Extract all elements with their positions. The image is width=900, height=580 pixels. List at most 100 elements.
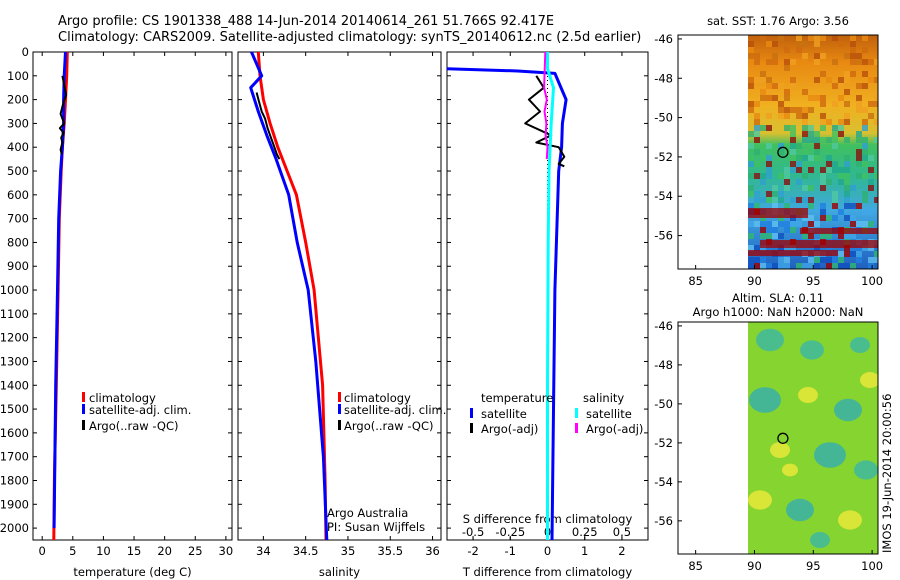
series-line-s-satellite bbox=[546, 52, 555, 540]
map-y-tick-label: -56 bbox=[654, 229, 673, 243]
plot-frame bbox=[32, 51, 233, 541]
y-tick-label: 1100 bbox=[0, 307, 29, 321]
legend-swatch bbox=[470, 408, 473, 418]
map-x-tick-label: 100 bbox=[861, 274, 883, 288]
map-y-tick-label: -54 bbox=[654, 189, 673, 203]
series-line-s-argo bbox=[543, 51, 549, 160]
x-tick-label: 35 bbox=[341, 544, 356, 558]
sla-field bbox=[748, 322, 878, 554]
sst-map-title: sat. SST: 1.76 Argo: 3.56 bbox=[707, 14, 849, 28]
x-axis-label: T difference from climatology bbox=[462, 565, 633, 579]
legend-swatch bbox=[82, 420, 85, 430]
x-tick-label: -2 bbox=[467, 544, 478, 558]
map-x-tick-label: 95 bbox=[806, 274, 821, 288]
top-x-tick-label: 0.25 bbox=[572, 525, 598, 539]
legend-label: climatology bbox=[89, 391, 156, 405]
x-axis-label: temperature (deg C) bbox=[73, 565, 191, 579]
legend-label: satellite bbox=[481, 407, 527, 421]
legend-swatch bbox=[338, 420, 341, 430]
y-tick-label: 1300 bbox=[0, 354, 29, 368]
map-y-tick-label: -56 bbox=[654, 514, 673, 528]
legend-label: satellite-adj. clim. bbox=[344, 403, 446, 417]
map-x-tick-label: 85 bbox=[688, 559, 703, 573]
map-y-tick-label: -48 bbox=[654, 71, 673, 85]
legend-label: satellite bbox=[586, 407, 632, 421]
annotation-line: PI: Susan Wijffels bbox=[327, 520, 425, 534]
sla-map-title-2: Argo h1000: NaN h2000: NaN bbox=[693, 305, 864, 319]
map-x-tick-label: 90 bbox=[747, 559, 762, 573]
x-tick-label: 34.5 bbox=[293, 544, 319, 558]
legend-swatch bbox=[470, 423, 473, 433]
y-tick-label: 800 bbox=[7, 235, 29, 249]
legend-swatch bbox=[575, 408, 578, 418]
y-tick-label: 0 bbox=[22, 45, 29, 59]
x-tick-label: 0 bbox=[39, 544, 46, 558]
legend-label: satellite-adj. clim. bbox=[89, 403, 191, 417]
x-tick-label: 36 bbox=[425, 544, 440, 558]
sla-map-panel: 85 90 95 100 -46 -48 -50 -52 -54 -56 Altim. SLA: … bbox=[654, 291, 883, 573]
map-y-tick-label: -50 bbox=[654, 111, 673, 125]
x-tick-label: 1 bbox=[581, 544, 588, 558]
y-tick-label: 500 bbox=[7, 164, 29, 178]
argo-position-marker bbox=[777, 146, 789, 158]
series-line-argo bbox=[58, 75, 68, 155]
difference-panel: -2 -1 0 1 2 T difference from climatology -0.5… bbox=[446, 51, 649, 579]
x-tick-label: 30 bbox=[219, 544, 234, 558]
x-tick-label: 25 bbox=[188, 544, 203, 558]
x-tick-label: 35.5 bbox=[377, 544, 403, 558]
y-tick-label: 1900 bbox=[0, 497, 29, 511]
figure-title-line1: Argo profile: CS 1901338_488 14-Jun-2014… bbox=[58, 14, 555, 29]
x-tick-label: -1 bbox=[505, 544, 516, 558]
x-tick-label: 5 bbox=[69, 544, 76, 558]
y-tick-label: 100 bbox=[7, 69, 29, 83]
y-tick-label: 300 bbox=[7, 116, 29, 130]
x-tick-label: 10 bbox=[96, 544, 111, 558]
map-y-tick-label: -46 bbox=[654, 319, 673, 333]
temperature-panel: 0100200300400500600700800900100011001200… bbox=[0, 45, 233, 579]
y-tick-label: 1400 bbox=[0, 378, 29, 392]
top-x-tick-label: -0.25 bbox=[495, 525, 525, 539]
x-axis-label: salinity bbox=[319, 565, 360, 579]
legend-swatch bbox=[338, 404, 341, 414]
legend-label: climatology bbox=[344, 391, 411, 405]
y-tick-label: 1700 bbox=[0, 450, 29, 464]
y-tick-label: 2000 bbox=[0, 521, 29, 535]
x-tick-label: 20 bbox=[157, 544, 172, 558]
legend-title: salinity bbox=[583, 391, 624, 405]
y-tick-label: 900 bbox=[7, 259, 29, 273]
map-y-tick-label: -50 bbox=[654, 397, 673, 411]
annotation-line: Argo Australia bbox=[327, 506, 408, 520]
map-x-tick-label: 90 bbox=[747, 274, 762, 288]
map-x-tick-label: 100 bbox=[861, 559, 883, 573]
series-line-climatology bbox=[256, 51, 328, 541]
legend-label: Argo(-adj) bbox=[586, 422, 643, 436]
argo-position-marker bbox=[777, 432, 789, 444]
legend-label: Argo(-adj) bbox=[481, 422, 538, 436]
series-line-t-satellite bbox=[446, 67, 568, 541]
map-y-tick-label: -52 bbox=[654, 150, 673, 164]
side-stamp: IMOS 19-Jun-2014 20:00:56 bbox=[880, 394, 894, 553]
map-y-tick-label: -48 bbox=[654, 358, 673, 372]
map-y-tick-label: -52 bbox=[654, 436, 673, 450]
legend-label: Argo(..raw -QC) bbox=[89, 419, 179, 433]
sst-map-panel: 85 90 95 100 -46 -48 -50 -52 -54 -56 sat. SST: 1.… bbox=[654, 14, 883, 288]
legend-title: temperature bbox=[481, 391, 553, 405]
legend-swatch bbox=[82, 392, 85, 402]
map-x-tick-label: 85 bbox=[688, 274, 703, 288]
sla-map-title-1: Altim. SLA: 0.11 bbox=[732, 291, 824, 305]
map-y-tick-label: -54 bbox=[654, 475, 673, 489]
y-tick-label: 600 bbox=[7, 188, 29, 202]
y-tick-label: 1600 bbox=[0, 426, 29, 440]
legend-swatch bbox=[575, 423, 578, 433]
sst-field bbox=[748, 35, 878, 269]
y-tick-label: 700 bbox=[7, 212, 29, 226]
map-x-tick-label: 95 bbox=[806, 559, 821, 573]
legend-swatch bbox=[82, 404, 85, 414]
plot-frame bbox=[237, 51, 442, 541]
y-tick-label: 1200 bbox=[0, 331, 29, 345]
x-tick-label: 34 bbox=[256, 544, 271, 558]
series-line-satellite bbox=[249, 51, 329, 541]
salinity-panel: 34 34.5 35 35.5 36 salinity climatologysatelli… bbox=[237, 51, 446, 579]
y-tick-label: 1800 bbox=[0, 473, 29, 487]
